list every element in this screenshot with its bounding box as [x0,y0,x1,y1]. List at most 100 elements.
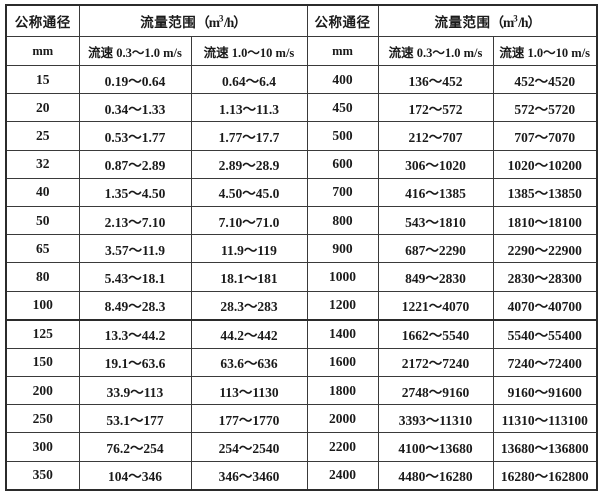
cell-nominal-diameter-right: 2200 [306,432,379,462]
cell-nominal-diameter-left: 20 [5,93,80,123]
header-unit-exponent-left: 3 [219,13,224,24]
table-row: 20 0.34～1.33 1.13～11.3 450 172～572 572～5720 [5,93,598,123]
cell-flow-low-left: 76.2～254 [78,432,192,462]
cell-flow-high-right: 572～5720 [492,93,598,123]
cell-flow-low-left: 3.57～11.9 [78,234,192,264]
header-unit-close-right: /h） [518,15,541,30]
cell-flow-low-right: 687～2290 [377,234,494,264]
cell-flow-high-right: 16280～162800 [492,460,598,491]
header-velocity-low-right: 流速 0.3～1.0 m/s [377,36,494,66]
cell-flow-low-right: 306～1020 [377,149,494,179]
cell-flow-high-right: 707～7070 [492,121,598,151]
cell-nominal-diameter-right: 2400 [306,460,379,491]
cell-flow-low-left: 104～346 [78,460,192,491]
cell-nominal-diameter-right: 600 [306,149,379,179]
cell-nominal-diameter-left: 150 [5,347,80,378]
cell-flow-high-left: 44.2～442 [190,319,308,349]
cell-nominal-diameter-right: 1400 [306,319,379,349]
cell-nominal-diameter-left: 32 [5,149,80,179]
table-row: 32 0.87～2.89 2.89～28.9 600 306～1020 1020～1020… [5,149,598,179]
cell-flow-high-right: 5540～55400 [492,319,598,349]
cell-flow-high-left: 18.1～181 [190,262,308,292]
cell-flow-low-left: 1.35～4.50 [78,177,192,207]
table-header-row-primary: 公称通径 流量范围（m3/h） 公称通径 流量范围（m3/h） [5,4,598,37]
cell-flow-low-right: 136～452 [377,64,494,95]
table-row: 200 33.9～113 113～1130 1800 2748～9160 9160～916… [5,376,598,406]
cell-nominal-diameter-right: 1200 [306,290,379,321]
header-flow-range-right: 流量范围（m3/h） [377,4,598,37]
cell-flow-low-left: 5.43～18.1 [78,262,192,292]
header-velocity-high-left: 流速 1.0～10 m/s [190,36,308,66]
table-body: 公称通径 流量范围（m3/h） 公称通径 流量范围（m3/h） mm 流速 0.… [5,4,598,491]
cell-nominal-diameter-left: 80 [5,262,80,292]
cell-flow-high-left: 4.50～45.0 [190,177,308,207]
cell-flow-high-left: 177～1770 [190,404,308,434]
cell-nominal-diameter-left: 40 [5,177,80,207]
cell-flow-high-right: 9160～91600 [492,376,598,406]
table-row: 100 8.49～28.3 28.3～283 1200 1221～4070 4070～40… [5,290,598,321]
header-unit-open-right: （m [490,15,515,30]
cell-nominal-diameter-left: 300 [5,432,80,462]
cell-flow-high-left: 0.64～6.4 [190,64,308,95]
cell-flow-high-right: 2830～28300 [492,262,598,292]
cell-nominal-diameter-left: 200 [5,376,80,406]
cell-flow-low-left: 8.49～28.3 [78,290,192,321]
cell-nominal-diameter-left: 15 [5,64,80,95]
cell-flow-high-left: 1.13～11.3 [190,93,308,123]
cell-flow-high-right: 4070～40700 [492,290,598,321]
header-nominal-diameter-right: 公称通径 [306,4,379,37]
cell-flow-high-left: 7.10～71.0 [190,205,308,236]
cell-flow-low-left: 0.87～2.89 [78,149,192,179]
cell-nominal-diameter-left: 250 [5,404,80,434]
cell-nominal-diameter-right: 700 [306,177,379,207]
cell-nominal-diameter-right: 1000 [306,262,379,292]
table-row: 15 0.19～0.64 0.64～6.4 400 136～452 452～4520 [5,64,598,95]
cell-flow-low-right: 172～572 [377,93,494,123]
cell-flow-low-right: 3393～11310 [377,404,494,434]
header-velocity-high-right: 流速 1.0～10 m/s [492,36,598,66]
table-row: 25 0.53～1.77 1.77～17.7 500 212～707 707～7070 [5,121,598,151]
cell-nominal-diameter-right: 450 [306,93,379,123]
table-row: 80 5.43～18.1 18.1～181 1000 849～2830 2830～2830… [5,262,598,292]
table-row: 125 13.3～44.2 44.2～442 1400 1662～5540 5540～55… [5,319,598,349]
cell-nominal-diameter-left: 350 [5,460,80,491]
cell-flow-high-left: 113～1130 [190,376,308,406]
cell-nominal-diameter-left: 50 [5,205,80,236]
cell-flow-high-left: 346～3460 [190,460,308,491]
cell-flow-high-right: 11310～113100 [492,404,598,434]
cell-flow-low-right: 1662～5540 [377,319,494,349]
cell-flow-low-left: 19.1～63.6 [78,347,192,378]
cell-flow-high-right: 7240～72400 [492,347,598,378]
cell-flow-low-right: 212～707 [377,121,494,151]
header-unit-exponent-right: 3 [513,13,519,24]
cell-flow-low-left: 0.34～1.33 [78,93,192,123]
cell-flow-high-right: 1020～10200 [492,149,598,179]
cell-flow-low-right: 2172～7240 [377,347,494,378]
cell-nominal-diameter-right: 1600 [306,347,379,378]
cell-flow-low-right: 4100～13680 [377,432,494,462]
cell-flow-high-right: 1810～18100 [492,205,598,236]
cell-flow-low-right: 543～1810 [377,205,494,236]
cell-flow-high-left: 1.77～17.7 [190,121,308,151]
table-row: 65 3.57～11.9 11.9～119 900 687～2290 2290～22900 [5,234,598,264]
cell-nominal-diameter-left: 25 [5,121,80,151]
cell-nominal-diameter-right: 2000 [306,404,379,434]
cell-flow-low-right: 2748～9160 [377,376,494,406]
table-row: 40 1.35～4.50 4.50～45.0 700 416～1385 1385～1385… [5,177,598,207]
cell-nominal-diameter-left: 125 [5,319,80,349]
header-unit-open-left: （m [196,15,220,30]
flow-range-table: 公称通径 流量范围（m3/h） 公称通径 流量范围（m3/h） mm 流速 0.… [5,4,598,491]
cell-flow-high-left: 2.89～28.9 [190,149,308,179]
cell-flow-low-left: 0.19～0.64 [78,64,192,95]
cell-flow-high-right: 2290～22900 [492,234,598,264]
header-flow-range-left-label: 流量范围 [140,15,197,30]
header-unit-close-left: /h） [223,15,247,30]
cell-flow-high-right: 452～4520 [492,64,598,95]
cell-flow-low-right: 4480～16280 [377,460,494,491]
cell-nominal-diameter-right: 400 [306,64,379,95]
cell-flow-low-right: 1221～4070 [377,290,494,321]
table-row: 300 76.2～254 254～2540 2200 4100～13680 13680～1… [5,432,598,462]
cell-nominal-diameter-left: 65 [5,234,80,264]
cell-flow-low-left: 53.1～177 [78,404,192,434]
table-row: 150 19.1～63.6 63.6～636 1600 2172～7240 7240～72… [5,347,598,378]
